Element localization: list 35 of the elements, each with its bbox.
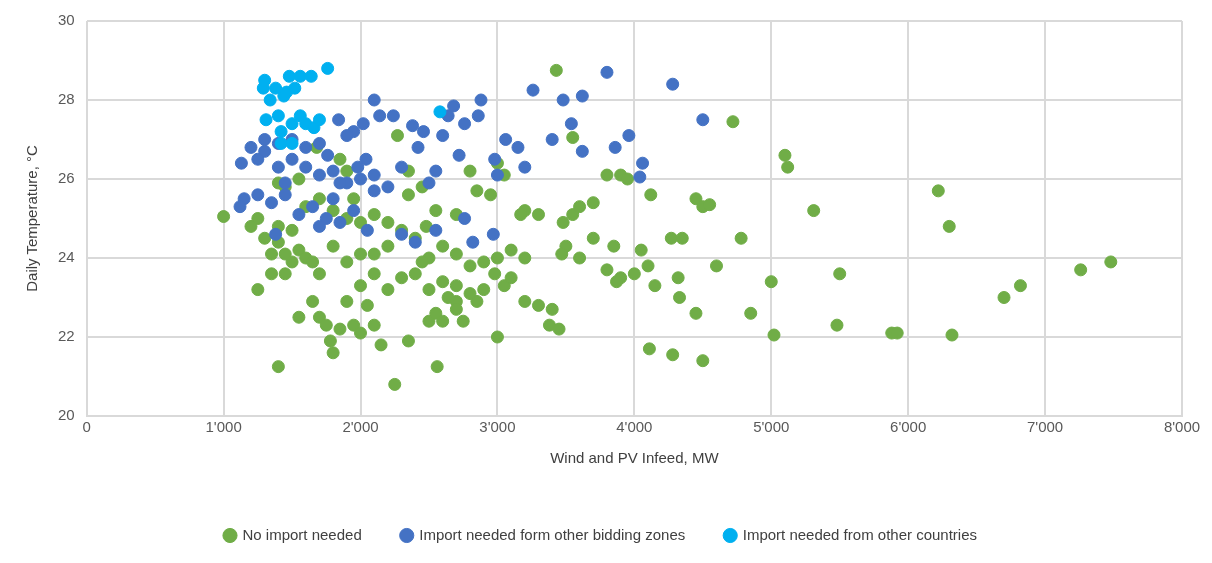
y-tick-label: 30 <box>58 11 75 29</box>
legend-label: Import needed form other bidding zones <box>419 525 686 543</box>
y-tick-label: 24 <box>58 248 75 266</box>
point <box>433 105 447 119</box>
point <box>274 125 288 139</box>
y-tick-label: 20 <box>58 406 75 424</box>
x-tick-label: 6'000 <box>890 418 927 436</box>
x-tick-label: 4'000 <box>616 418 653 436</box>
x-tick-label: 8'000 <box>1163 418 1201 436</box>
point <box>259 113 273 127</box>
x-tick-label: 5'000 <box>753 418 790 436</box>
point <box>285 117 299 131</box>
point <box>304 69 318 83</box>
x-tick-label: 3'000 <box>479 418 516 436</box>
point <box>263 93 277 107</box>
x-tick-label: 0 <box>82 418 91 436</box>
point <box>312 113 326 127</box>
point <box>285 136 299 150</box>
legend-label: No import needed <box>242 525 362 543</box>
y-tick-label: 22 <box>58 327 75 345</box>
point <box>282 69 296 83</box>
x-tick-label: 7'000 <box>1026 418 1064 436</box>
y-tick-label: 28 <box>58 90 75 108</box>
y-tick-label: 26 <box>58 169 75 187</box>
x-tick-label: 2'000 <box>342 418 379 436</box>
x-tick-label: 1'000 <box>205 418 242 436</box>
legend-label: Import needed from other countries <box>742 525 978 543</box>
point <box>258 73 272 87</box>
x-axis-title: Wind and PV Infeed, MW <box>550 449 720 467</box>
point <box>293 69 307 83</box>
point <box>280 85 294 99</box>
point <box>269 81 283 95</box>
y-axis-title: Daily Temperature, °C <box>23 145 41 292</box>
point <box>271 109 285 123</box>
point <box>321 61 335 75</box>
